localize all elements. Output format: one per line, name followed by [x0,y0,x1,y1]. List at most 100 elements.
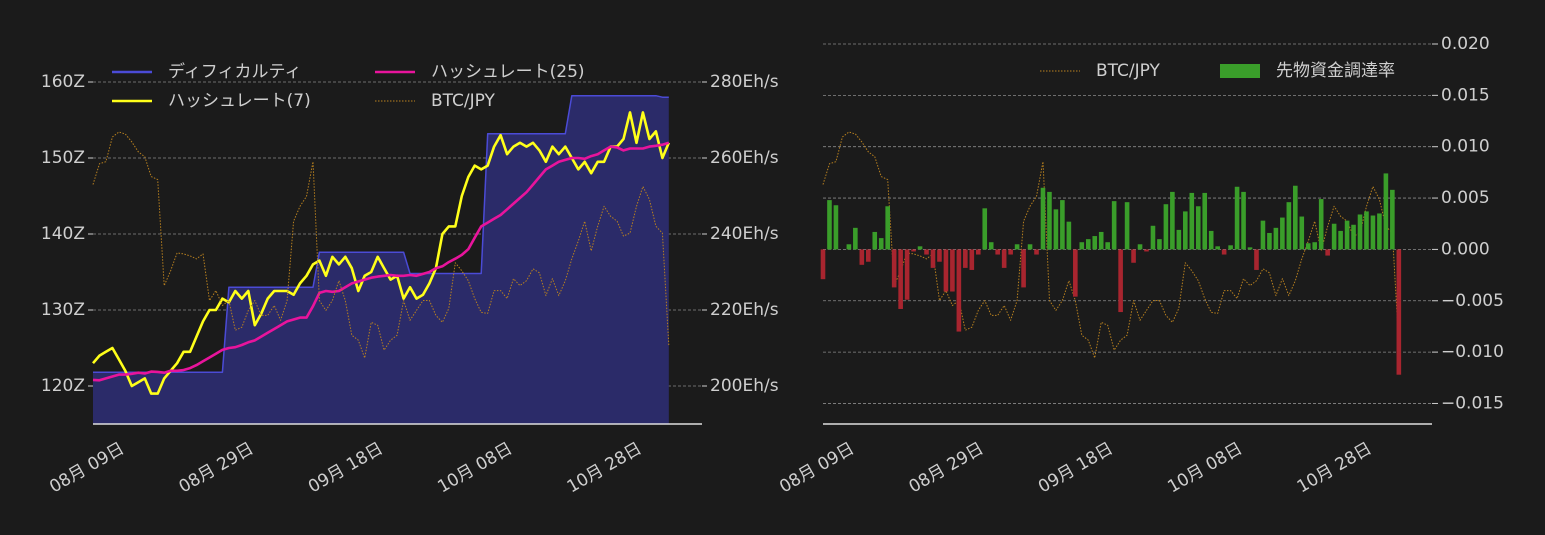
bar [1202,192,1208,250]
y2-tick-label: 260Eh/s [710,148,779,168]
bar [1183,211,1188,250]
bar [1001,249,1007,268]
bar [865,249,871,262]
bar [1098,231,1104,250]
bar [963,249,968,268]
bar [1396,249,1402,375]
bar [1254,249,1259,270]
bar [1124,202,1130,250]
legend-label: BTC/JPY [431,91,496,111]
y2-tick-label: 220Eh/s [710,300,779,320]
bar [1073,249,1078,297]
bar [975,249,981,255]
y-tick-label: −0.015 [1441,393,1504,413]
bar [1364,211,1369,250]
y-tick-label: 0.015 [1441,85,1490,105]
bar [1027,244,1033,250]
bar [1008,249,1013,255]
bar [1215,246,1220,250]
bar [1176,229,1182,250]
bar [820,249,826,280]
bar [1280,217,1285,250]
legend-label: 先物資金調達率 [1276,61,1395,81]
bar [969,249,975,270]
bar [904,249,910,300]
bar [988,242,994,250]
line [93,94,669,374]
bar [1318,199,1324,250]
bar [1312,242,1318,250]
bar [1040,187,1046,250]
y2-tick-label: 240Eh/s [710,224,779,244]
bar [937,249,942,262]
bar [859,249,865,265]
bar [1286,202,1292,250]
bar [885,206,890,250]
bar [1118,249,1123,313]
legend-label: BTC/JPY [1096,61,1161,81]
y-tick-label: 160Z [41,72,85,92]
bar [1137,244,1143,250]
bar [995,249,1000,255]
y-tick-label: −0.005 [1441,291,1504,311]
y2-tick-label: 280Eh/s [710,72,779,92]
legend-label: ハッシュレート(7) [168,91,311,111]
bar [827,200,832,250]
bar [1293,185,1298,250]
y-tick-label: −0.010 [1441,342,1504,362]
bar [1144,249,1149,252]
bar [878,238,884,250]
bar [1092,236,1098,250]
bar [956,249,962,332]
bar [1390,189,1395,250]
bar [1079,242,1085,250]
bar [1085,239,1091,250]
bar [1273,227,1279,250]
bar [898,249,903,309]
y-tick-label: 0.010 [1441,137,1490,157]
y-tick-label: 130Z [41,300,85,320]
bar [1325,249,1330,256]
y-tick-label: 0.005 [1441,188,1490,208]
bar [1228,245,1233,250]
bar [1066,221,1072,250]
bar [1163,204,1169,250]
bar [1047,191,1052,250]
bar [853,227,858,250]
y-tick-label: 140Z [41,224,85,244]
legend-label: ディフィカルティ [168,61,301,82]
bar [1189,192,1195,250]
bar [943,249,949,292]
bar [1150,225,1156,250]
bar [1157,239,1162,250]
bar [1247,247,1253,250]
bar [1267,232,1272,250]
line [92,141,670,382]
bar [1344,220,1350,250]
bar [1383,173,1389,250]
bar [1221,249,1227,255]
bar [1170,191,1175,250]
bar [1241,191,1246,250]
legend-swatch [1220,64,1260,78]
bar [872,231,878,250]
legend-label: ハッシュレート(25) [431,62,585,82]
bar [1299,216,1305,250]
bar [1234,186,1240,250]
bar [1370,215,1376,250]
bar [924,249,929,255]
bar [1195,206,1201,250]
bar [1105,242,1110,250]
y-tick-label: 120Z [41,376,85,396]
bar [930,249,936,268]
bar [982,208,988,250]
bar [1260,220,1266,250]
bar [1060,200,1065,250]
bar [950,249,955,292]
line [92,111,670,395]
bar [1131,249,1136,263]
y-tick-label: 0.000 [1441,239,1490,259]
bar [1053,209,1059,250]
